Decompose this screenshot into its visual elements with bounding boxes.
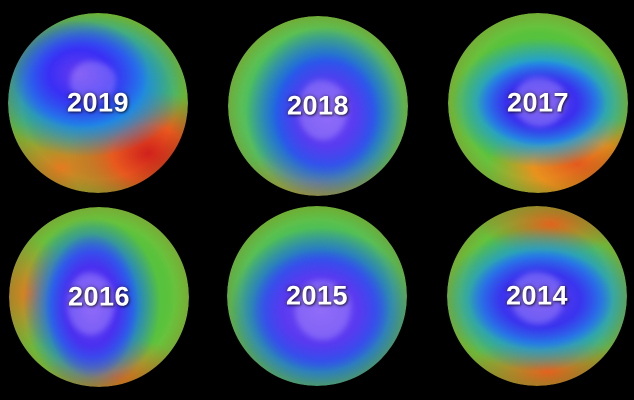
year-label: 2015 — [285, 280, 349, 311]
globe-2014: 2014 — [447, 206, 627, 386]
globe-2017: 2017 — [448, 13, 628, 193]
globe-2018: 2018 — [228, 16, 408, 196]
year-label: 2017 — [506, 87, 570, 118]
year-label: 2014 — [505, 280, 569, 311]
year-label: 2019 — [66, 87, 130, 118]
year-label: 2018 — [286, 90, 350, 121]
year-label: 2016 — [67, 281, 131, 312]
globe-2015: 2015 — [227, 206, 407, 386]
globe-2019: 2019 — [8, 13, 188, 193]
globe-2016: 2016 — [9, 207, 189, 387]
